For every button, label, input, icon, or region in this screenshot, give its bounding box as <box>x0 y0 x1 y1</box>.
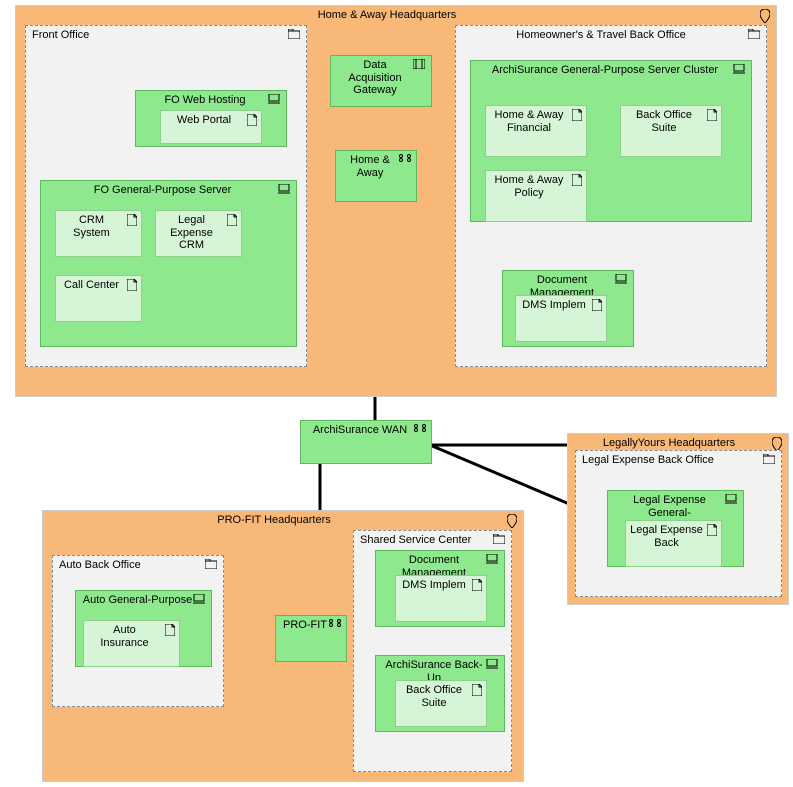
device-icon <box>268 94 280 104</box>
artifact-ha-financial: Home & Away Financial <box>485 105 587 157</box>
device-icon <box>486 659 498 669</box>
location-icon <box>760 9 770 23</box>
artifact-icon <box>127 214 137 226</box>
device-icon <box>193 594 205 604</box>
device-icon <box>615 274 627 284</box>
device-icon <box>486 554 498 564</box>
artifact-dms-impl-2: DMS Implem <box>395 575 487 622</box>
device-data-acq-gateway: Data Acquisition Gateway <box>330 55 432 107</box>
artifact-legal-exp-back: Legal Expense Back <box>625 520 722 567</box>
artifact-icon <box>165 624 175 636</box>
network-archi-wan: ArchiSurance WAN <box>300 420 432 464</box>
device-label: Legal Expense General- <box>608 491 743 522</box>
device-label: FO Web Hosting <box>136 91 286 110</box>
artifact-icon <box>472 579 482 591</box>
device-label: ArchiSurance General-Purpose Server Clus… <box>471 61 751 80</box>
folder-icon <box>748 29 760 39</box>
location-icon <box>772 437 782 451</box>
location-icon <box>507 514 517 528</box>
folder-icon <box>205 559 217 569</box>
artifact-icon <box>227 214 237 226</box>
device-label: Auto General-Purpose <box>76 591 211 610</box>
group-label: Front Office <box>32 29 89 41</box>
device-icon <box>733 64 745 74</box>
artifact-ha-policy: Home & Away Policy <box>485 170 587 222</box>
network-icon <box>414 424 426 432</box>
artifact-bo-suite-2: Back Office Suite <box>395 680 487 727</box>
group-label: Shared Service Center <box>360 534 471 546</box>
artifact-dms-impl-1: DMS Implem <box>515 295 607 342</box>
artifact-icon <box>247 114 257 126</box>
artifact-legal-expense-crm: Legal Expense CRM <box>155 210 242 257</box>
artifact-bo-suite-1: Back Office Suite <box>620 105 722 157</box>
folder-icon <box>493 534 505 544</box>
network-profit-lan: PRO-FIT <box>275 615 347 662</box>
folder-icon <box>763 454 775 464</box>
artifact-icon <box>127 279 137 291</box>
device-label: FO General-Purpose Server <box>41 181 296 200</box>
group-label: Legal Expense Back Office <box>582 454 714 466</box>
artifact-label: Home & Away Financial <box>486 106 586 137</box>
device-icon <box>725 494 737 504</box>
device-icon <box>278 184 290 194</box>
artifact-icon <box>707 524 717 536</box>
artifact-icon <box>592 299 602 311</box>
location-label: LegallyYours Headquarters <box>568 437 770 449</box>
artifact-auto-insurance: Auto Insurance <box>83 620 180 667</box>
network-icon <box>399 154 411 162</box>
artifact-crm-system: CRM System <box>55 210 142 257</box>
folder-icon <box>288 29 300 39</box>
artifact-label: Web Portal <box>161 111 261 130</box>
artifact-icon <box>707 109 717 121</box>
artifact-label: Home & Away Policy <box>486 171 586 202</box>
group-label: Homeowner's & Travel Back Office <box>456 29 746 41</box>
group-label: Auto Back Office <box>59 559 141 571</box>
network-label: ArchiSurance WAN <box>301 421 431 440</box>
location-label: PRO-FIT Headquarters <box>43 514 505 526</box>
network-home-away-lan: Home & Away <box>335 150 417 202</box>
artifact-icon <box>572 109 582 121</box>
device-icon <box>413 59 425 69</box>
artifact-web-portal: Web Portal <box>160 110 262 144</box>
artifact-icon <box>472 684 482 696</box>
artifact-call-center: Call Center <box>55 275 142 322</box>
artifact-label: Back Office Suite <box>621 106 721 137</box>
location-label: Home & Away Headquarters <box>16 9 758 21</box>
artifact-icon <box>572 174 582 186</box>
network-icon <box>329 619 341 627</box>
